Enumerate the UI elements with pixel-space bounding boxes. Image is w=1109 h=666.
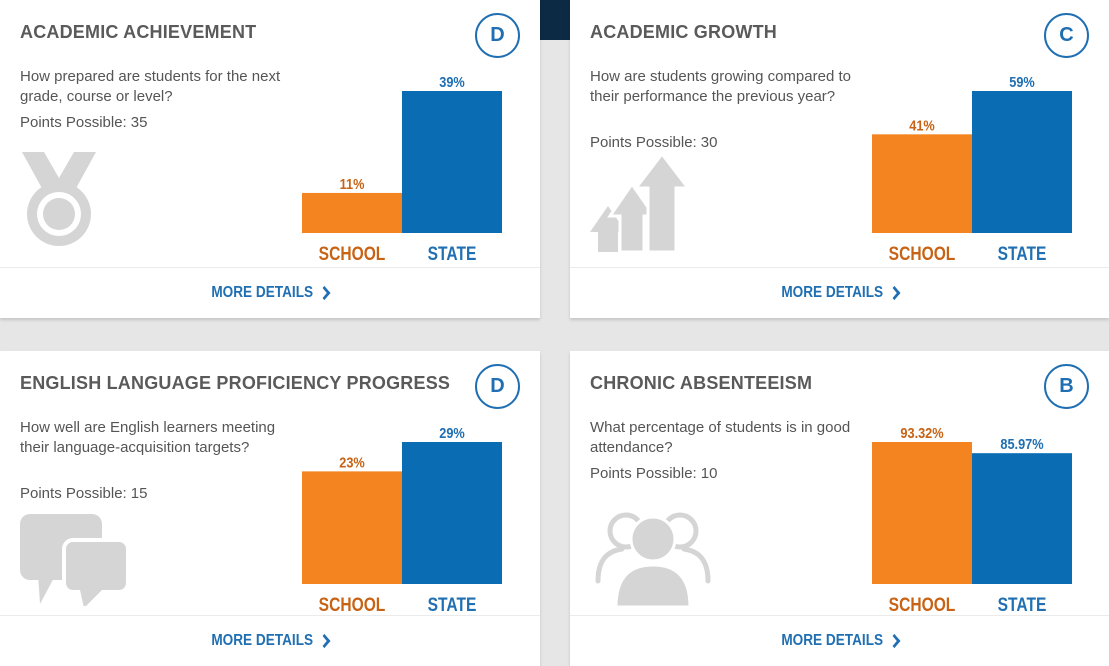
header-nav-block bbox=[540, 0, 570, 40]
speech-bubbles-icon bbox=[20, 514, 130, 611]
state-bar bbox=[972, 91, 1072, 233]
academic-achievement-card: ACADEMIC ACHIEVEMENT D How prepared are … bbox=[0, 0, 540, 318]
points-label: Points Possible: bbox=[590, 465, 697, 482]
state-value-label: 39% bbox=[439, 73, 465, 90]
more-details-link[interactable]: MORE DETAILS bbox=[211, 284, 331, 302]
school-axis-label: SCHOOL bbox=[318, 595, 386, 616]
more-details-label: MORE DETAILS bbox=[780, 632, 883, 649]
state-axis-label: STATE bbox=[997, 244, 1047, 265]
people-icon bbox=[590, 503, 716, 612]
medal-icon bbox=[18, 152, 100, 259]
more-details-link[interactable]: MORE DETAILS bbox=[780, 632, 900, 650]
school-axis-label: SCHOOL bbox=[318, 244, 386, 265]
comparison-chart: 41% 59% SCHOOL STATE bbox=[870, 0, 1076, 272]
points-label: Points Possible: bbox=[590, 134, 697, 151]
card-question: What percentage of students is in good a… bbox=[590, 419, 851, 456]
card-footer: MORE DETAILS bbox=[0, 615, 540, 666]
state-axis-label: STATE bbox=[997, 595, 1047, 616]
points-possible: Points Possible: 15 bbox=[20, 485, 147, 502]
chronic-absenteeism-card: CHRONIC ABSENTEEISM B What percentage of… bbox=[570, 351, 1109, 666]
points-possible: Points Possible: 30 bbox=[590, 134, 717, 151]
comparison-chart: 23% 29% SCHOOL STATE bbox=[300, 351, 506, 623]
english-language-proficiency-card: ENGLISH LANGUAGE PROFICIENCY PROGRESS D … bbox=[0, 351, 540, 666]
card-title: CHRONIC ABSENTEEISM bbox=[590, 373, 813, 393]
points-value: 15 bbox=[130, 485, 148, 502]
chevron-right-icon bbox=[887, 633, 900, 649]
points-possible: Points Possible: 10 bbox=[590, 465, 717, 482]
comparison-chart: 93.32% 85.97% SCHOOL STATE bbox=[870, 351, 1076, 623]
state-value-label: 59% bbox=[1009, 73, 1035, 90]
card-footer: MORE DETAILS bbox=[0, 267, 540, 318]
school-value-label: 93.32% bbox=[900, 424, 943, 441]
more-details-link[interactable]: MORE DETAILS bbox=[211, 632, 331, 650]
chevron-right-icon bbox=[887, 285, 900, 301]
card-question: How prepared are students for the next g… bbox=[20, 68, 281, 105]
more-details-label: MORE DETAILS bbox=[211, 284, 314, 301]
card-question: How well are English learners meeting th… bbox=[20, 419, 276, 456]
comparison-chart: 11% 39% SCHOOL STATE bbox=[300, 0, 506, 272]
card-footer: MORE DETAILS bbox=[570, 267, 1109, 318]
school-value-label: 23% bbox=[339, 453, 365, 470]
state-value-label: 29% bbox=[439, 424, 465, 441]
state-bar bbox=[402, 91, 502, 233]
state-bar bbox=[972, 453, 1072, 584]
card-title: ENGLISH LANGUAGE PROFICIENCY PROGRESS bbox=[20, 373, 451, 393]
academic-growth-card: ACADEMIC GROWTH C How are students growi… bbox=[570, 0, 1109, 318]
state-value-label: 85.97% bbox=[1000, 435, 1043, 452]
state-bar bbox=[402, 442, 502, 584]
chart-svg: 41% 59% bbox=[872, 73, 1072, 233]
more-details-label: MORE DETAILS bbox=[211, 632, 314, 649]
card-title: ACADEMIC GROWTH bbox=[590, 22, 777, 42]
school-bar bbox=[872, 134, 972, 233]
points-value: 10 bbox=[700, 465, 718, 482]
points-value: 35 bbox=[130, 114, 148, 131]
more-details-label: MORE DETAILS bbox=[780, 284, 883, 301]
chart-svg: 93.32% 85.97% bbox=[872, 424, 1072, 584]
grade-badge: B bbox=[1044, 364, 1089, 409]
chevron-right-icon bbox=[318, 633, 331, 649]
card-question: How are students growing compared to the… bbox=[590, 68, 851, 105]
grade-badge: D bbox=[475, 13, 520, 58]
state-axis-label: STATE bbox=[427, 244, 477, 265]
points-value: 30 bbox=[700, 134, 718, 151]
chart-svg: 11% 39% bbox=[302, 73, 502, 233]
school-bar bbox=[872, 442, 972, 584]
school-bar bbox=[302, 471, 402, 584]
chart-svg: 23% 29% bbox=[302, 424, 502, 584]
school-axis-label: SCHOOL bbox=[888, 244, 956, 265]
points-possible: Points Possible: 35 bbox=[20, 114, 147, 131]
points-label: Points Possible: bbox=[20, 485, 127, 502]
state-axis-label: STATE bbox=[427, 595, 477, 616]
chevron-right-icon bbox=[318, 285, 331, 301]
school-value-label: 11% bbox=[340, 175, 365, 192]
school-value-label: 41% bbox=[909, 116, 935, 133]
grade-badge: D bbox=[475, 364, 520, 409]
card-footer: MORE DETAILS bbox=[570, 615, 1109, 666]
school-axis-label: SCHOOL bbox=[888, 595, 956, 616]
growth-arrows-icon bbox=[588, 151, 692, 259]
card-title: ACADEMIC ACHIEVEMENT bbox=[20, 22, 257, 42]
grade-badge: C bbox=[1044, 13, 1089, 58]
school-bar bbox=[302, 192, 402, 233]
more-details-link[interactable]: MORE DETAILS bbox=[780, 284, 900, 302]
points-label: Points Possible: bbox=[20, 114, 127, 131]
